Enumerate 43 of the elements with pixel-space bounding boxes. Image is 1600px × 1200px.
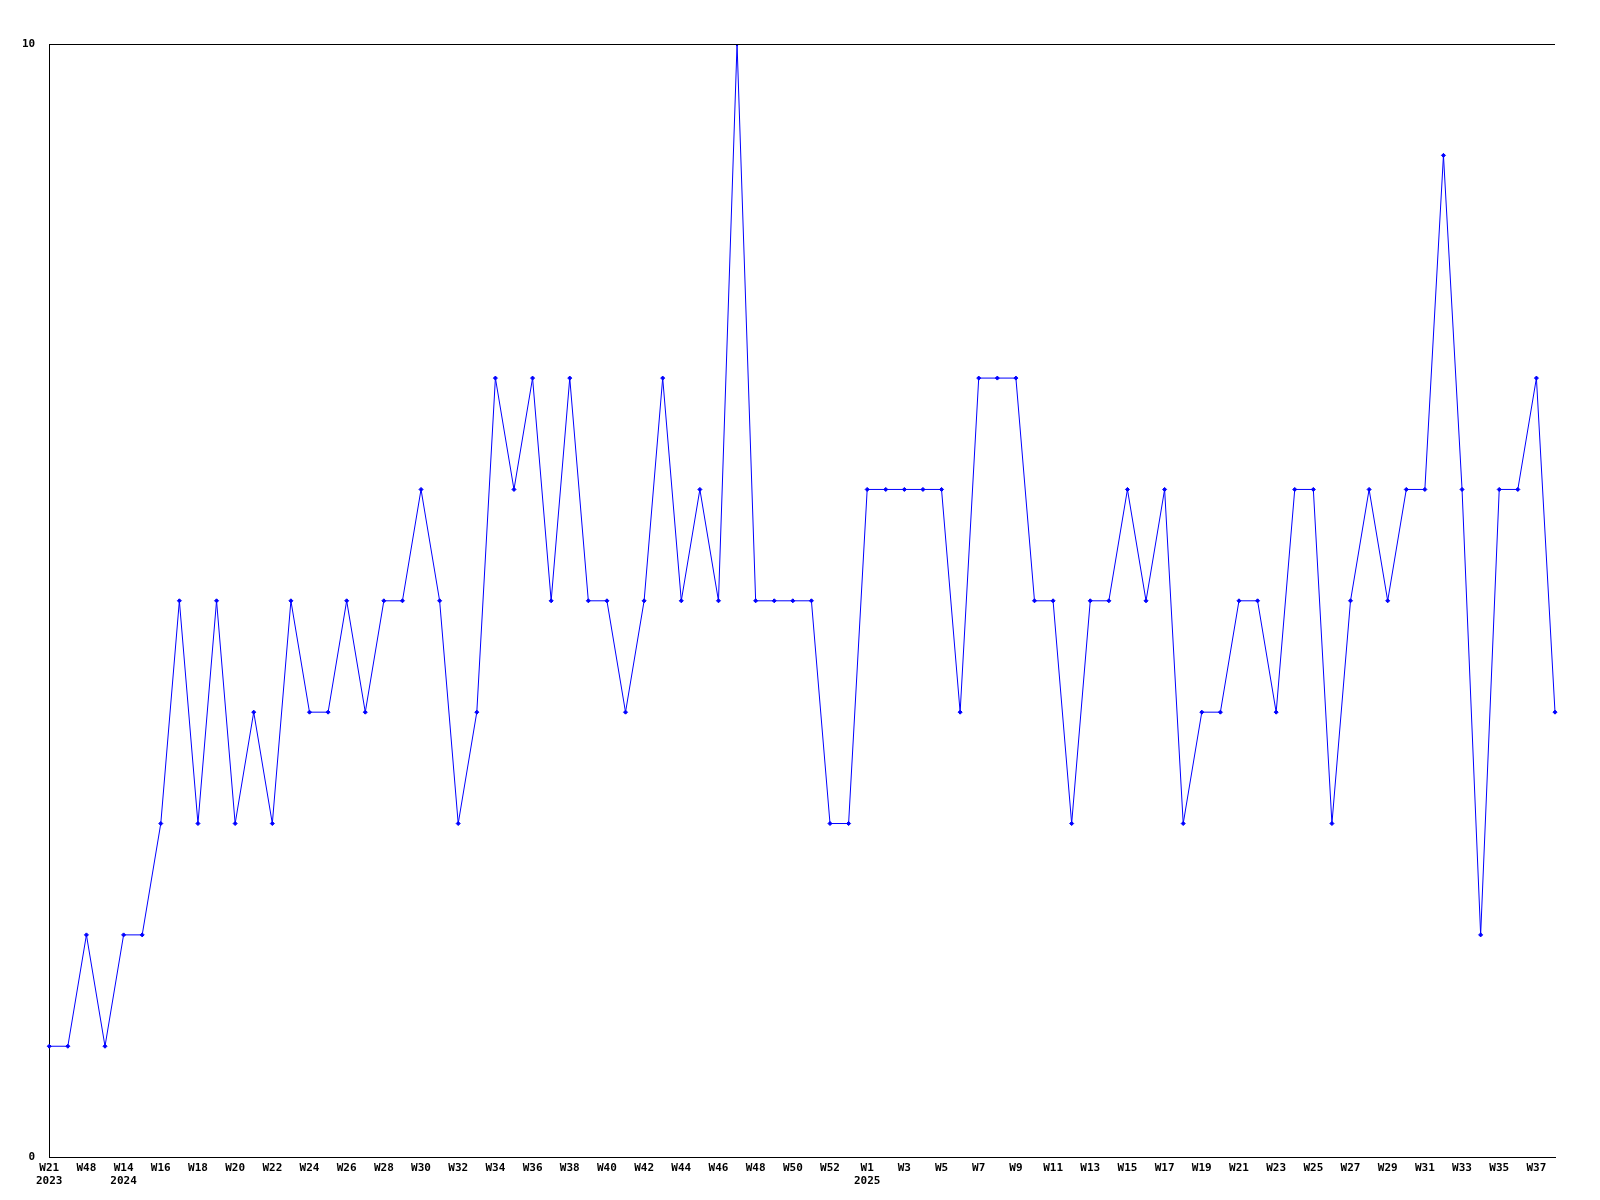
x-tick-label: W23 [1266, 1161, 1287, 1175]
x-tick-label: W5 [934, 1161, 949, 1175]
x-tick-label: W18 [188, 1161, 208, 1175]
x-tick-label: W14 2024 [110, 1161, 138, 1188]
x-tick-label: W40 [596, 1161, 617, 1175]
x-tick-label: W24 [299, 1161, 320, 1175]
x-tick-label: W17 [1154, 1161, 1175, 1175]
x-tick-label: W16 [150, 1161, 172, 1175]
x-tick-label: W26 [336, 1161, 357, 1175]
x-tick-label: W29 [1377, 1161, 1398, 1175]
x-tick-label: W38 [559, 1161, 580, 1175]
x-tick-label: W42 [634, 1161, 655, 1175]
y-tick-label: 0 [28, 1150, 36, 1164]
x-tick-label: W19 [1191, 1161, 1212, 1175]
x-tick-label: W9 [1009, 1161, 1023, 1175]
x-tick-label: W21 2023 [36, 1161, 63, 1188]
x-tick-label: W25 [1303, 1161, 1324, 1175]
x-tick-label: W44 [671, 1161, 692, 1175]
x-tick-label: W48 [745, 1161, 766, 1175]
x-tick-label: W35 [1489, 1161, 1510, 1175]
x-tick-label: W15 [1117, 1161, 1138, 1175]
x-tick-label: W27 [1340, 1161, 1361, 1175]
x-tick-label: W13 [1080, 1161, 1101, 1175]
x-tick-label: W33 [1452, 1161, 1472, 1175]
x-tick-label: W37 [1526, 1161, 1547, 1175]
x-tick-label: W36 [522, 1161, 543, 1175]
x-tick-label: W21 [1229, 1161, 1250, 1175]
y-tick-label: 10 [22, 36, 36, 50]
x-tick-label: W30 [411, 1161, 431, 1175]
x-tick-label: W31 [1414, 1161, 1436, 1175]
x-tick-label: W50 [782, 1161, 803, 1175]
x-tick-label: W32 [448, 1161, 469, 1175]
x-tick-label: W1 2025 [853, 1161, 881, 1188]
x-tick-label: W52 [820, 1161, 840, 1175]
x-tick-label: W34 [485, 1161, 506, 1175]
x-tick-label: W11 [1043, 1161, 1064, 1175]
x-tick-label: W28 [373, 1161, 394, 1175]
x-tick-label: W3 [897, 1161, 911, 1175]
x-tick-label: W20 [225, 1161, 246, 1175]
x-tick-label: W7 [972, 1161, 986, 1175]
x-tick-label: W22 [262, 1161, 283, 1175]
x-tick-label: W48 [76, 1161, 97, 1175]
x-tick-label: W46 [708, 1161, 729, 1175]
